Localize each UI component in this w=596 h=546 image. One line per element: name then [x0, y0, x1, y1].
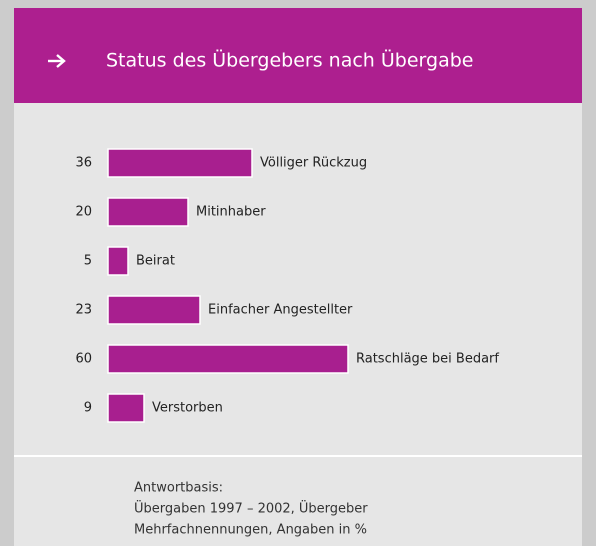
bar [107, 246, 129, 276]
value-label: 23 [75, 303, 92, 318]
footnote: Mehrfachnennungen, Angaben in % [134, 523, 367, 538]
footer-panel [14, 457, 582, 546]
bar [107, 148, 253, 178]
chart-title: Status des Übergebers nach Übergabe [106, 49, 473, 72]
bar [107, 393, 145, 423]
value-label: 60 [75, 352, 92, 367]
value-label: 9 [84, 401, 92, 416]
category-label: Ratschläge bei Bedarf [356, 352, 499, 367]
category-label: Beirat [136, 254, 175, 269]
arrow-icon [48, 54, 66, 68]
bar [107, 197, 189, 227]
value-label: 36 [75, 156, 92, 171]
footnote: Antwortbasis: [134, 481, 223, 496]
category-label: Einfacher Angestellter [208, 303, 353, 318]
header [14, 8, 582, 103]
bar [107, 344, 349, 374]
value-label: 5 [84, 254, 92, 269]
bar [107, 295, 201, 325]
category-label: Völliger Rückzug [260, 156, 367, 171]
category-label: Verstorben [152, 401, 223, 416]
footnote: Übergaben 1997 – 2002, Übergeber [134, 500, 368, 517]
category-label: Mitinhaber [196, 205, 266, 220]
value-label: 20 [75, 205, 92, 220]
